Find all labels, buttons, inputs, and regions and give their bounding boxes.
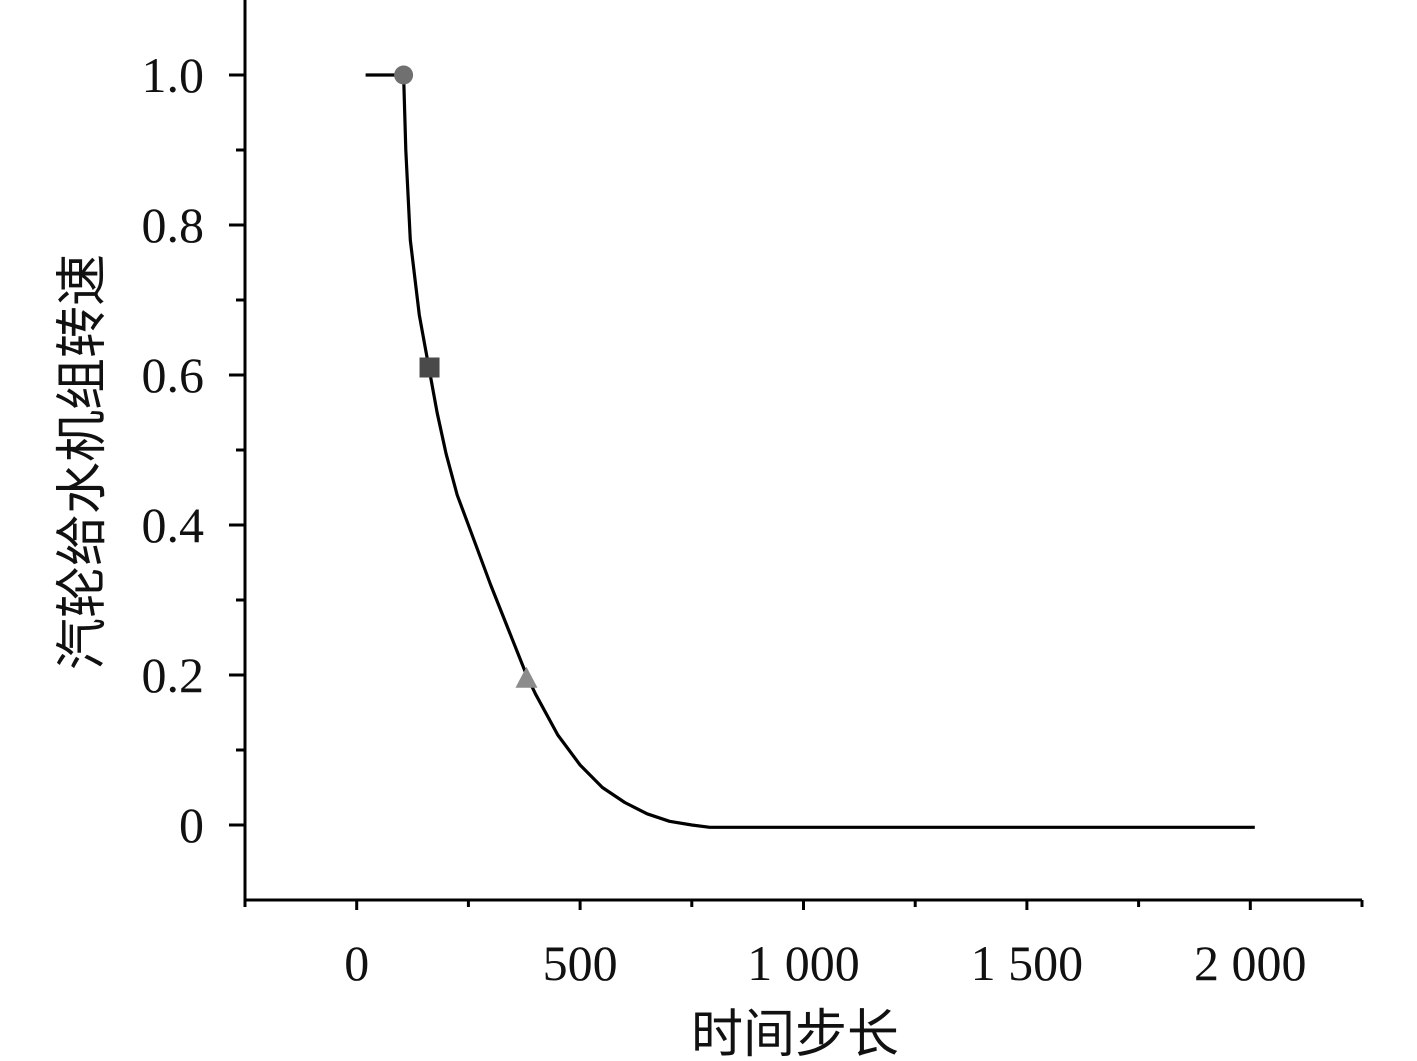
circle-marker [394, 65, 414, 85]
square-marker [419, 357, 440, 378]
x-tick-label: 1 500 [971, 935, 1084, 991]
x-tick-label: 2 000 [1194, 935, 1307, 991]
y-tick-label: 1.0 [142, 47, 205, 103]
y-tick-label: 0.4 [142, 497, 205, 553]
x-tick-label: 500 [543, 935, 618, 991]
markers [394, 65, 538, 688]
x-tick-label: 0 [344, 935, 369, 991]
y-tick-label: 0.6 [142, 347, 205, 403]
series-line [365, 73, 1255, 829]
x-axis-ticks: 0 500 1 000 1 500 2 000 [243, 900, 1364, 991]
x-tick-label: 1 000 [747, 935, 860, 991]
y-tick-label: 0 [179, 797, 204, 853]
y-axis-title: 汽轮给水机组转速 [53, 254, 113, 670]
y-axis-ticks: 0 0.2 0.4 0.6 0.8 1.0 [142, 47, 245, 853]
axes [243, 0, 1362, 902]
x-axis-title: 时间步长 [691, 1005, 899, 1061]
y-tick-label: 0.2 [142, 647, 205, 703]
y-tick-label: 0.8 [142, 197, 205, 253]
triangle-marker [515, 666, 538, 688]
